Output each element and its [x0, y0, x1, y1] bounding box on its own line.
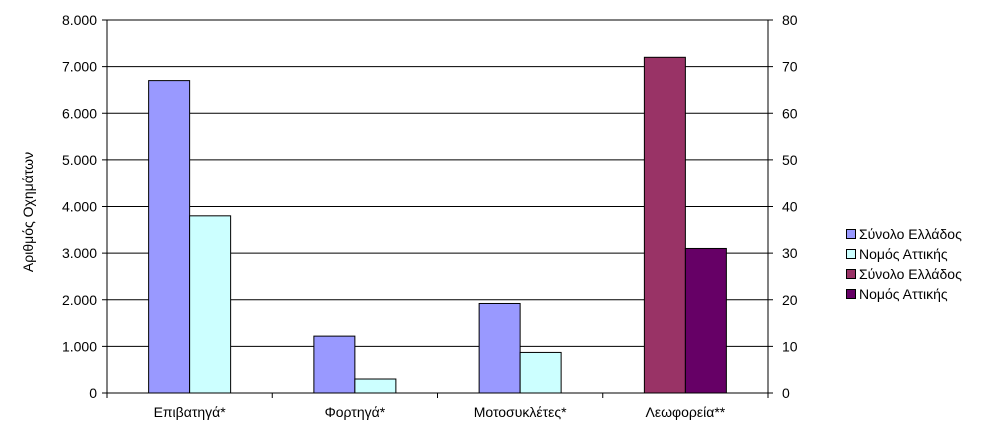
y-tick-label: 3.000	[62, 245, 97, 261]
y2-tick-label: 40	[782, 199, 798, 215]
legend-swatch	[846, 289, 856, 299]
y-tick-label: 7.000	[62, 59, 97, 75]
y2-tick-label: 0	[782, 385, 790, 401]
x-axis-ticks: Επιβατηγά* Φορτηγά* Μοτοσυκλέτες* Λεωφορεία…	[106, 393, 769, 420]
legend-item: Σύνολο Ελλάδος	[846, 224, 1000, 244]
bar-Επιβατηγά*-Σύνολο-Ελλάδος	[148, 80, 191, 394]
y-tick-label: 5.000	[62, 152, 97, 168]
y2-tick-label: 30	[782, 245, 798, 261]
legend-item: Σύνολο Ελλάδος	[846, 264, 1000, 284]
y2-tick-label: 50	[782, 152, 798, 168]
legend-label: Νομός Αττικής	[859, 286, 948, 302]
y-axis-label: Αριθμός Οχημάτων	[20, 152, 36, 272]
bars	[148, 56, 727, 394]
bar-Φορτηγά*-Νομός-Αττικής	[354, 378, 397, 394]
y-tick-label: 4.000	[62, 199, 97, 215]
legend-label: Νομός Αττικής	[859, 246, 948, 262]
y-tick-label: 0	[89, 385, 97, 401]
y-tick-label: 6.000	[62, 105, 97, 121]
y2-tick-label: 70	[782, 59, 798, 75]
bar-Λεωφορεία**-Σύνολο-Ελλάδος	[643, 56, 686, 394]
y2-tick-label: 10	[782, 338, 798, 354]
y2-tick-label: 80	[782, 12, 798, 28]
bar-Επιβατηγά*-Νομός-Αττικής	[189, 215, 232, 394]
x-tick-label: Φορτηγά*	[325, 404, 386, 420]
bar-Λεωφορεία**-Νομός-Αττικής	[684, 247, 727, 394]
legend-item: Νομός Αττικής	[846, 244, 1000, 264]
x-tick-label: Μοτοσυκλέτες*	[474, 404, 567, 420]
bar-Μοτοσυκλέτες*-Νομός-Αττικής	[519, 351, 562, 394]
legend-swatch	[846, 249, 856, 259]
x-tick-label: Επιβατηγά*	[154, 404, 227, 420]
legend-label: Σύνολο Ελλάδος	[859, 266, 962, 282]
y-axis-ticks: 0 1.000 2.000 3.000 4.000 5.000 6.000 7.000 8.00…	[62, 12, 107, 401]
y2-tick-label: 60	[782, 105, 798, 121]
legend: Σύνολο Ελλάδος Νομός Αττικής Σύνολο Ελλάδο…	[846, 224, 1000, 304]
y2-axis-ticks: 0 10 20 30 40 50 60 70 80	[768, 12, 798, 401]
y2-tick-label: 20	[782, 292, 798, 308]
legend-swatch	[846, 229, 856, 239]
legend-swatch	[846, 269, 856, 279]
x-tick-label: Λεωφορεία**	[646, 404, 726, 420]
y-tick-label: 2.000	[62, 292, 97, 308]
bar-Φορτηγά*-Σύνολο-Ελλάδος	[313, 335, 356, 394]
legend-label: Σύνολο Ελλάδος	[859, 226, 962, 242]
y-tick-label: 1.000	[62, 338, 97, 354]
legend-item: Νομός Αττικής	[846, 284, 1000, 304]
y-tick-label: 8.000	[62, 12, 97, 28]
bar-Μοτοσυκλέτες*-Σύνολο-Ελλάδος	[478, 302, 521, 394]
